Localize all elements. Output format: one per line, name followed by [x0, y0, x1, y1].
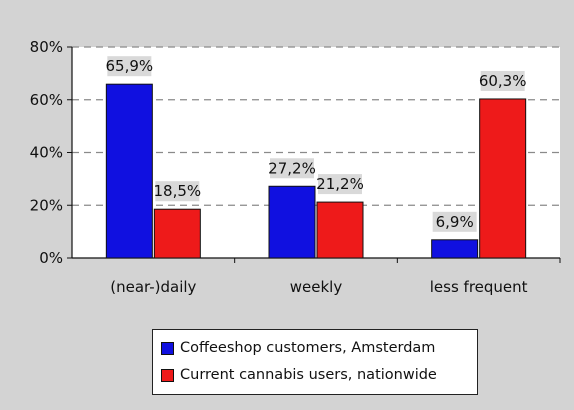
data-label-box [480, 70, 525, 91]
data-label-box [270, 158, 314, 179]
legend-swatch-red [161, 368, 174, 382]
data-label-box [107, 56, 152, 77]
data-label: 60,3% [479, 72, 527, 90]
bar [479, 98, 527, 259]
y-tick-label: 0% [39, 249, 63, 267]
data-label-box [318, 174, 362, 195]
x-category-label: (near-)daily [110, 278, 196, 296]
data-label-box [155, 181, 200, 202]
x-category-label: weekly [290, 278, 343, 296]
y-tick-label: 20% [30, 196, 63, 214]
legend-label-nationwide: Current cannabis users, nationwide [180, 367, 437, 383]
y-tick-label: 40% [30, 144, 63, 162]
bar [153, 208, 201, 259]
data-label: 6,9% [436, 213, 474, 231]
legend-item-coffeeshop: Coffeeshop customers, Amsterdam [161, 340, 435, 356]
bar [268, 185, 316, 259]
y-tick-label: 60% [30, 91, 63, 109]
data-label: 27,2% [268, 159, 316, 177]
data-label-box [432, 211, 477, 232]
y-tick-label: 80% [30, 38, 63, 56]
data-label: 21,2% [316, 175, 364, 193]
bar [316, 201, 364, 259]
data-label: 18,5% [154, 182, 202, 200]
bar [105, 83, 153, 259]
data-label: 65,9% [106, 57, 154, 75]
legend-label-coffeeshop: Coffeeshop customers, Amsterdam [180, 340, 436, 356]
bar [431, 239, 479, 259]
chart-legend: Coffeeshop customers, Amsterdam Current … [152, 329, 478, 395]
x-category-label: less frequent [430, 278, 528, 296]
legend-swatch-blue [161, 341, 174, 355]
legend-item-nationwide: Current cannabis users, nationwide [161, 367, 437, 383]
